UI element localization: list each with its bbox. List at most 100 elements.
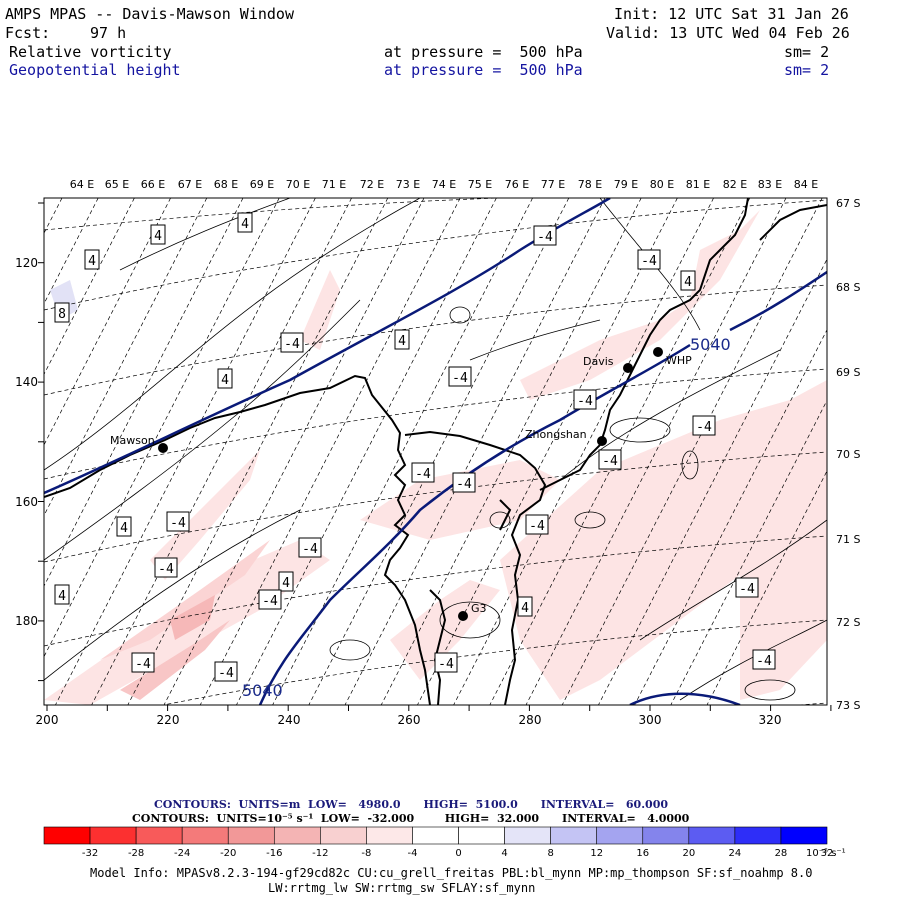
field2-pressure: at pressure = 500 hPa (384, 61, 583, 79)
vorticity-label-box (637, 249, 661, 270)
vorticity-label: 4 (154, 229, 162, 244)
lon-labels: 64 E 65 E 66 E 67 E 68 E 69 E 70 E 71 E … (70, 178, 818, 191)
lon-label: 77 E (541, 178, 565, 191)
color-bar-segment (227, 826, 275, 845)
lon-label: 84 E (794, 178, 818, 191)
x-tick-label: 280 (519, 713, 542, 727)
vorticity-label-box (448, 366, 472, 387)
x-tick-label: 200 (36, 713, 59, 727)
lat-label: 73 S (836, 699, 860, 712)
station-label-whp: WHP (666, 354, 692, 367)
vorticity-label: 4 (221, 373, 229, 388)
vorticity-label: -4 (602, 454, 618, 469)
color-bar-tick: 28 (775, 848, 788, 859)
color-bar-unit: 10⁻⁵ s⁻¹ (806, 848, 846, 859)
vorticity-label: -4 (302, 542, 318, 557)
vorticity-label-box (434, 652, 458, 673)
color-bar-segment (688, 826, 736, 845)
vorticity-label: 8 (58, 307, 66, 322)
y-tick-label: 120 (15, 256, 38, 270)
vorticity-label: 4 (241, 217, 249, 232)
vorticity-label-box (598, 449, 622, 470)
color-bar (43, 826, 828, 845)
vorticity-label: -4 (284, 337, 300, 352)
stations: Mawson Davis WHP Zhongshan G3 (110, 347, 692, 621)
height-contour-labels: 5040 5040 (242, 335, 731, 700)
vorticity-contour-info: CONTOURS: UNITS=10⁻⁵ s⁻¹ LOW= -32.000 HI… (132, 812, 690, 825)
color-bar-segment (642, 826, 690, 845)
lon-label: 73 E (396, 178, 420, 191)
vorticity-label: -4 (641, 254, 657, 269)
model-info-line1: Model Info: MPASv8.2.3-194-gf29cd82c CU:… (90, 866, 813, 880)
vorticity-label: -4 (415, 467, 431, 482)
vorticity-label-box (84, 249, 100, 270)
field2-name: Geopotential height (9, 61, 181, 79)
vorticity-label-box (214, 661, 238, 682)
vorticity-label-box (154, 557, 178, 578)
color-bar-tick: -20 (220, 848, 236, 859)
lon-label: 79 E (614, 178, 638, 191)
model-info-line2: LW:rrtmg_lw SW:rrtmg_sw SFLAY:sf_mynn (268, 881, 536, 895)
y-tick-label: 180 (15, 614, 38, 628)
vorticity-label-box (116, 516, 132, 537)
lon-label: 82 E (723, 178, 747, 191)
vorticity-label-box (54, 302, 70, 323)
vorticity-label-box (573, 389, 597, 410)
station-label-davis: Davis (583, 355, 614, 368)
station-marker-whp (653, 347, 663, 357)
station-marker-zhongshan (597, 436, 607, 446)
vorticity-label-box (258, 589, 282, 610)
station-marker-mawson (158, 443, 168, 453)
lon-label: 72 E (360, 178, 384, 191)
color-bar-segment (734, 826, 782, 845)
color-bar-tick: -12 (312, 848, 328, 859)
lon-label: 83 E (758, 178, 782, 191)
color-bar-tick: -8 (361, 848, 371, 859)
vorticity-label: 4 (521, 601, 529, 616)
vorticity-label-box (680, 270, 696, 291)
station-label-mawson: Mawson (110, 434, 155, 447)
vorticity-label: -4 (537, 230, 553, 245)
vorticity-label: -4 (529, 519, 545, 534)
vorticity-label: -4 (452, 371, 468, 386)
station-marker-g3 (458, 611, 468, 621)
lon-label: 76 E (505, 178, 529, 191)
field1-smoothing: sm= 2 (784, 43, 830, 61)
lat-label: 68 S (836, 281, 860, 294)
vorticity-label-box (411, 462, 435, 483)
valid-time: Valid: 13 UTC Wed 04 Feb 26 (606, 24, 850, 42)
color-bar-segment (366, 826, 413, 845)
vorticity-label: 4 (120, 521, 128, 536)
vorticity-label: -4 (739, 582, 755, 597)
vorticity-label: -4 (577, 394, 593, 409)
field2-smoothing: sm= 2 (784, 61, 830, 79)
color-bar-tick: -16 (266, 848, 282, 859)
color-bar-tick: -24 (174, 848, 190, 859)
lat-label: 72 S (836, 616, 860, 629)
color-bar-tick: -32 (82, 848, 98, 859)
station-label-g3: G3 (471, 602, 487, 615)
vorticity-label-box (166, 511, 190, 532)
vorticity-label: -4 (438, 657, 454, 672)
vorticity-label: -4 (135, 657, 151, 672)
field1-name: Relative vorticity (9, 43, 172, 61)
vorticity-label-box (131, 652, 155, 673)
y-tick-label: 160 (15, 495, 38, 509)
lon-label: 67 E (178, 178, 202, 191)
color-bar-segment (458, 826, 505, 845)
lon-label: 66 E (141, 178, 165, 191)
lat-label: 70 S (836, 448, 860, 461)
vorticity-label-box (735, 577, 759, 598)
forecast-hour: 97 h (90, 24, 127, 42)
vorticity-fills (44, 210, 827, 705)
vorticity-label-box (280, 332, 304, 353)
color-bar-segment (596, 826, 644, 845)
coastline (44, 198, 827, 705)
vorticity-label: -4 (170, 516, 186, 531)
lon-label: 64 E (70, 178, 94, 191)
x-tick-label: 220 (157, 713, 180, 727)
vorticity-label-box (752, 649, 776, 670)
lat-label: 69 S (836, 366, 860, 379)
lat-label: 71 S (836, 533, 860, 546)
